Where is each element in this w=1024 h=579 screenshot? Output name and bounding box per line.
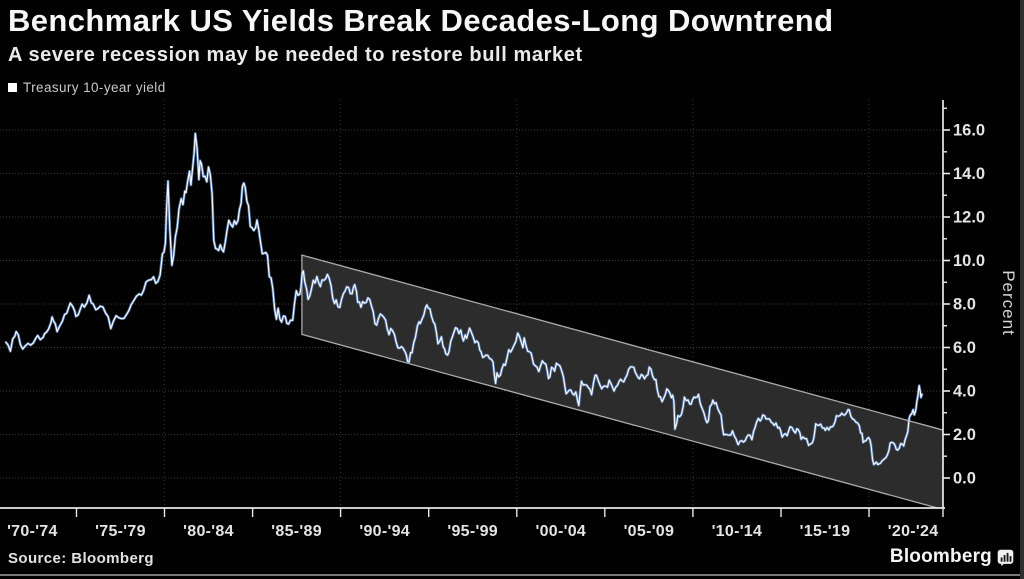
screenshot-right-edge xyxy=(1020,0,1024,579)
x-tick-label: '00-'04 xyxy=(535,523,586,540)
x-tick-label: '95-'99 xyxy=(447,523,498,540)
x-tick-label: '20-'24 xyxy=(888,523,939,540)
y-tick-label: 14.0 xyxy=(953,165,985,183)
y-tick-label: 12.0 xyxy=(953,209,985,227)
x-tick-label: '15-'19 xyxy=(800,523,851,540)
legend-marker-square xyxy=(8,83,17,92)
source-label: Source: Bloomberg xyxy=(8,550,154,567)
x-tick-label: '90-'94 xyxy=(359,523,410,540)
y-tick-label: 4.0 xyxy=(953,383,976,401)
y-tick-label: 2.0 xyxy=(953,426,976,444)
legend: Treasury 10-year yield xyxy=(8,80,166,95)
x-tick-label: '80-'84 xyxy=(183,523,234,540)
chart-footer: Source: Bloomberg Bloomberg xyxy=(0,545,1024,579)
bloomberg-wordmark: Bloomberg xyxy=(889,546,992,567)
x-tick-label: '10-'14 xyxy=(712,523,763,540)
screenshot-bottom-edge xyxy=(0,574,1024,576)
chart-header: Benchmark US Yields Break Decades-Long D… xyxy=(8,4,1014,67)
y-tick-label: 0.0 xyxy=(953,470,976,488)
legend-label: Treasury 10-year yield xyxy=(23,80,166,95)
bloomberg-brand: Bloomberg xyxy=(890,546,1014,568)
bloomberg-bars-logo-icon xyxy=(997,549,1014,566)
x-tick-label: '85-'89 xyxy=(271,523,322,540)
chart-title: Benchmark US Yields Break Decades-Long D… xyxy=(8,3,834,38)
y-tick-label: 10.0 xyxy=(953,252,985,270)
y-tick-label: 16.0 xyxy=(953,122,985,140)
y-tick-label: 8.0 xyxy=(953,296,976,314)
x-tick-label: '75-'79 xyxy=(95,523,146,540)
chart-subtitle: A severe recession may be needed to rest… xyxy=(8,44,583,67)
x-tick-label: '70-'74 xyxy=(7,523,58,540)
x-tick-label: '05-'09 xyxy=(624,523,675,540)
y-axis-title: Percent xyxy=(999,270,1018,336)
y-tick-label: 6.0 xyxy=(953,339,976,357)
yield-line xyxy=(5,132,923,466)
